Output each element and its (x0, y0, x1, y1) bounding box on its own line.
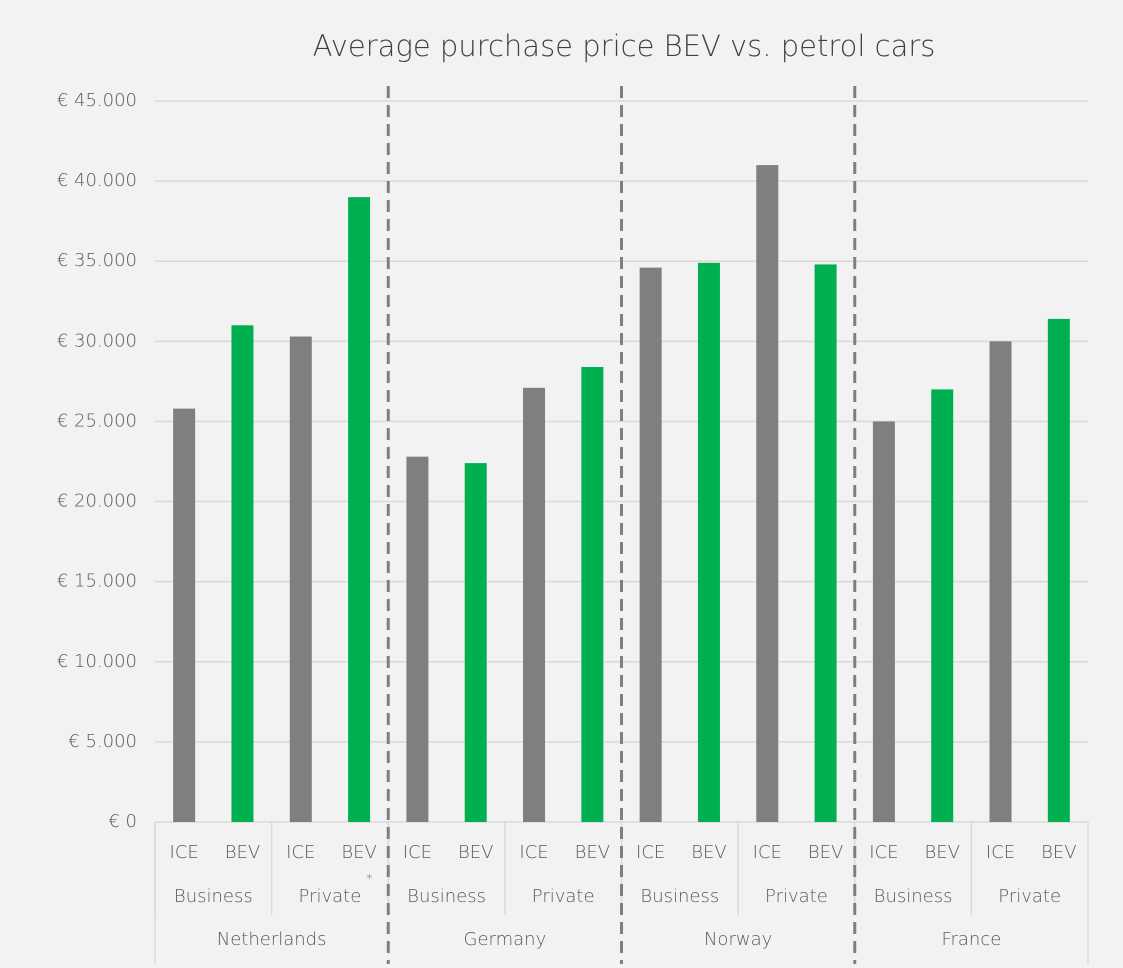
x-tick-label: BEV (225, 842, 260, 863)
segment-label: Private (998, 886, 1061, 907)
segment-label: Business (407, 886, 486, 907)
y-tick-label: € 10.000 (57, 651, 137, 672)
footnote-mark: * (366, 873, 373, 888)
bar (173, 408, 196, 822)
bar (639, 267, 662, 822)
segment-label: Private (765, 886, 828, 907)
x-tick-label: ICE (286, 842, 315, 863)
y-tick-label: € 35.000 (57, 250, 137, 271)
y-tick-label: € 30.000 (57, 330, 137, 351)
x-tick-label: ICE (170, 842, 199, 863)
country-label: Norway (704, 929, 772, 950)
bar (289, 336, 312, 822)
x-tick-label: BEV (924, 842, 959, 863)
bar (348, 197, 371, 823)
bar (464, 463, 487, 822)
bar (581, 366, 604, 822)
x-tick-label: BEV (458, 842, 493, 863)
bar (989, 341, 1012, 822)
y-tick-label: € 45.000 (57, 90, 137, 111)
country-label: France (941, 929, 1001, 950)
y-tick-label: € 20.000 (57, 491, 137, 512)
bar (756, 165, 779, 823)
x-tick-label: ICE (986, 842, 1015, 863)
segment-label: Private (299, 886, 362, 907)
country-label: Netherlands (217, 929, 327, 950)
x-tick-label: ICE (753, 842, 782, 863)
x-tick-label: ICE (636, 842, 665, 863)
y-tick-label: € 40.000 (57, 170, 137, 191)
bar (814, 264, 837, 823)
x-tick-label: BEV (691, 842, 726, 863)
x-tick-label: BEV (341, 842, 376, 863)
x-tick-label: BEV (575, 842, 610, 863)
y-tick-label: € 0 (108, 811, 137, 832)
bar (406, 456, 429, 822)
bar (931, 389, 954, 822)
x-tick-label: ICE (519, 842, 548, 863)
bar (231, 325, 254, 822)
segment-label: Business (874, 886, 953, 907)
x-tick-label: BEV (1041, 842, 1076, 863)
segment-label: Business (640, 886, 719, 907)
x-tick-label: BEV (808, 842, 843, 863)
y-tick-label: € 15.000 (57, 571, 137, 592)
chart-title: Average purchase price BEV vs. petrol ca… (313, 29, 936, 63)
bar (523, 387, 546, 822)
bar (872, 421, 895, 822)
x-tick-label: ICE (869, 842, 898, 863)
y-tick-label: € 5.000 (68, 731, 137, 752)
segment-label: Private (532, 886, 595, 907)
y-tick-label: € 25.000 (57, 410, 137, 431)
x-tick-label: ICE (403, 842, 432, 863)
bar (1047, 318, 1070, 822)
bar (697, 262, 720, 822)
segment-label: Business (174, 886, 253, 907)
country-label: Germany (464, 929, 547, 950)
